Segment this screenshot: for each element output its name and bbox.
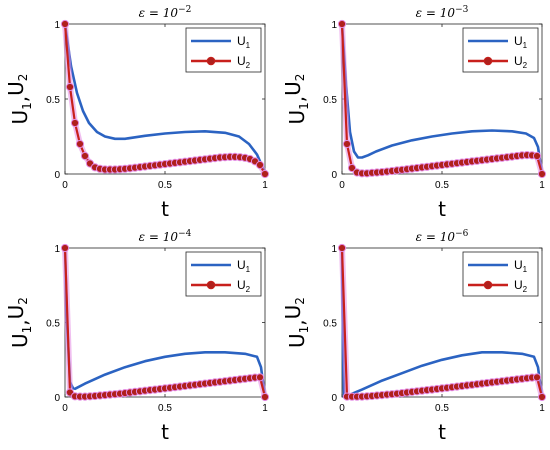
x-axis-label: t	[161, 420, 169, 444]
x-tick-label: 1	[262, 180, 268, 191]
y-tick-label: 0.5	[46, 95, 60, 106]
x-tick-label: 1	[539, 180, 545, 191]
y-tick-label: 0.5	[323, 95, 337, 106]
series-u2-point	[337, 243, 347, 253]
series-u2-point	[342, 139, 352, 149]
legend-label: U1	[514, 34, 528, 50]
legend-label: U1	[514, 258, 528, 274]
x-tick-label: 1	[262, 403, 268, 414]
y-axis-label: U1,U2	[4, 297, 34, 348]
series-u2-point	[60, 19, 70, 29]
legend-label: U1	[237, 258, 251, 274]
legend-box	[185, 251, 262, 297]
x-tick-label: 0.5	[435, 180, 449, 191]
x-tick-label: 0	[339, 180, 345, 191]
legend-box	[185, 27, 262, 73]
series-u2-point	[347, 163, 357, 173]
y-tick-label: 0	[331, 393, 337, 404]
y-tick-label: 1	[331, 244, 337, 255]
x-tick-label: 0	[339, 403, 345, 414]
series-u2-point	[532, 373, 542, 382]
series-u2-point	[337, 19, 347, 29]
series-u2-point	[255, 373, 265, 382]
legend-label: U2	[237, 54, 251, 70]
x-axis-label: t	[438, 197, 446, 221]
x-tick-label: 0.5	[158, 403, 172, 414]
y-tick-label: 0	[54, 393, 60, 404]
chart-title: ε = 10−2	[139, 5, 192, 20]
y-tick-label: 0	[54, 170, 60, 181]
series-u2-point	[60, 243, 70, 253]
chart-title: ε = 10−6	[416, 229, 469, 244]
x-tick-label: 0	[62, 403, 68, 414]
y-axis-label: U1,U2	[281, 297, 311, 348]
y-axis-label: U1,U2	[4, 74, 34, 125]
legend-box	[462, 27, 539, 73]
y-tick-label: 0.5	[323, 319, 337, 330]
legend-box	[462, 251, 539, 297]
series-u2-point	[255, 160, 265, 170]
x-tick-label: 0	[62, 180, 68, 191]
x-tick-label: 0.5	[158, 180, 172, 191]
series-u2-point	[537, 169, 547, 179]
series-u2-point	[260, 169, 270, 179]
legend-marker-u2	[483, 280, 493, 290]
series-u2-point	[75, 139, 85, 149]
legend-label: U2	[514, 54, 528, 70]
y-tick-label: 0	[331, 170, 337, 181]
series-u2-point	[537, 392, 547, 402]
legend-marker-u2	[483, 56, 493, 66]
legend-marker-u2	[206, 56, 216, 66]
series-u2-point	[65, 82, 75, 92]
series-u1-line	[63, 23, 267, 175]
chart-title: ε = 10−3	[416, 5, 469, 20]
y-tick-label: 1	[54, 20, 60, 31]
legend-label: U2	[237, 278, 251, 294]
series-u2-point	[70, 118, 80, 128]
series-u2-point	[532, 151, 542, 161]
legend-marker-u2	[206, 280, 216, 290]
series-u1-line	[340, 23, 544, 175]
legend-label: U2	[514, 278, 528, 294]
x-tick-label: 0.5	[435, 403, 449, 414]
series-u2-point	[260, 392, 270, 402]
x-axis-label: t	[438, 420, 446, 444]
chart-title: ε = 10−4	[139, 229, 192, 244]
legend-label: U1	[237, 34, 251, 50]
series-u2-point	[80, 151, 90, 161]
y-tick-label: 0.5	[46, 319, 60, 330]
y-axis-label: U1,U2	[281, 74, 311, 125]
x-tick-label: 1	[539, 403, 545, 414]
y-tick-label: 1	[331, 20, 337, 31]
y-tick-label: 1	[54, 244, 60, 255]
x-axis-label: t	[161, 197, 169, 221]
